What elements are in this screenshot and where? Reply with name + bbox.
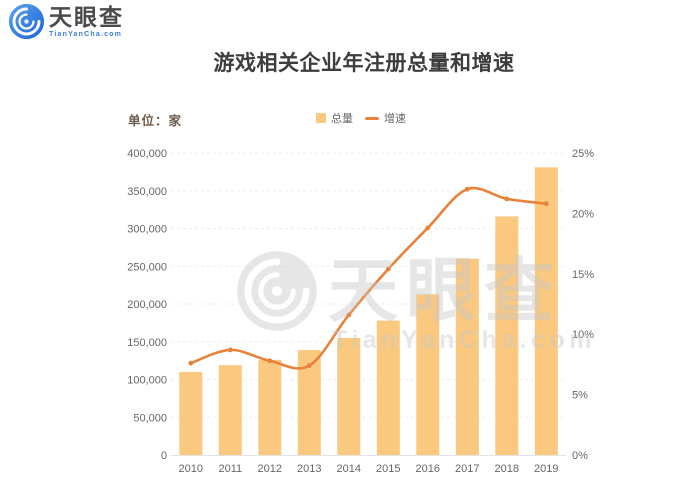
- y-axis-left-label: 100,000: [127, 375, 167, 387]
- line-marker-2017[interactable]: [464, 186, 470, 192]
- bar-2013[interactable]: [297, 350, 321, 455]
- bar-2017[interactable]: [455, 258, 479, 455]
- y-axis-right-label: 5%: [572, 390, 588, 402]
- y-axis-right-label: 25%: [572, 148, 594, 160]
- line-marker-2018[interactable]: [504, 196, 510, 202]
- bar-2014[interactable]: [337, 338, 361, 455]
- legend-label-growth: 增速: [384, 113, 406, 125]
- bar-2019[interactable]: [534, 167, 558, 456]
- y-axis-left-label: 150,000: [127, 337, 167, 349]
- x-axis-label: 2012: [258, 463, 282, 475]
- legend-label-total: 总量: [331, 113, 353, 125]
- bar-2016[interactable]: [416, 294, 440, 455]
- line-marker-2012[interactable]: [267, 358, 273, 364]
- page-title: 游戏相关企业年注册总量和增速: [213, 52, 515, 75]
- x-axis-label: 2019: [534, 463, 558, 475]
- tianyancha-logo-icon: [8, 3, 45, 40]
- bar-2012[interactable]: [258, 359, 282, 455]
- legend-item-total[interactable]: 总量: [316, 110, 353, 126]
- y-axis-right-label: 20%: [572, 208, 594, 220]
- bar-2015[interactable]: [376, 320, 400, 455]
- line-marker-2014[interactable]: [346, 312, 352, 318]
- y-axis-left-label: 250,000: [127, 261, 167, 273]
- line-marker-2015[interactable]: [385, 266, 391, 272]
- x-axis-label: 2016: [416, 463, 440, 475]
- bar-2010[interactable]: [179, 371, 203, 455]
- x-axis-label: 2015: [376, 463, 400, 475]
- y-axis-left-label: 400,000: [127, 148, 167, 160]
- y-axis-right-label: 0%: [572, 450, 588, 462]
- line-marker-2016[interactable]: [425, 225, 431, 231]
- line-swatch-icon: [365, 116, 379, 120]
- line-marker-2013[interactable]: [306, 363, 312, 368]
- x-axis-label: 2013: [297, 463, 321, 475]
- x-axis-label: 2011: [218, 463, 242, 475]
- chart-legend: 总量 增速: [316, 110, 406, 126]
- y-axis-left-label: 200,000: [127, 299, 167, 311]
- y-axis-left-label: 300,000: [127, 224, 167, 236]
- x-axis-label: 2018: [495, 463, 519, 475]
- x-axis-label: 2014: [337, 463, 361, 475]
- y-axis-left-label: 0: [161, 450, 167, 462]
- unit-label: 单位：家: [128, 114, 183, 128]
- logo-text: 天眼查: [49, 4, 124, 30]
- growth-line[interactable]: [189, 186, 548, 370]
- legend-item-growth[interactable]: 增速: [365, 110, 406, 126]
- bar-2011[interactable]: [218, 365, 242, 455]
- y-axis-left-label: 50,000: [133, 412, 167, 424]
- line-marker-2010[interactable]: [188, 360, 194, 366]
- bar-2018[interactable]: [495, 216, 519, 455]
- x-axis-label: 2010: [179, 463, 203, 475]
- bar-swatch-icon: [316, 113, 326, 123]
- logo-subtext: TianYanCha.com: [49, 31, 123, 38]
- tianyancha-logo: 天眼查 TianYanCha.com: [8, 3, 124, 40]
- y-axis-right-label: 10%: [572, 329, 594, 341]
- y-axis-right-label: 15%: [572, 269, 594, 281]
- line-marker-2019[interactable]: [543, 201, 549, 207]
- y-axis-left-label: 350,000: [127, 186, 167, 198]
- line-marker-2011[interactable]: [227, 347, 233, 353]
- x-axis-label: 2017: [455, 463, 479, 475]
